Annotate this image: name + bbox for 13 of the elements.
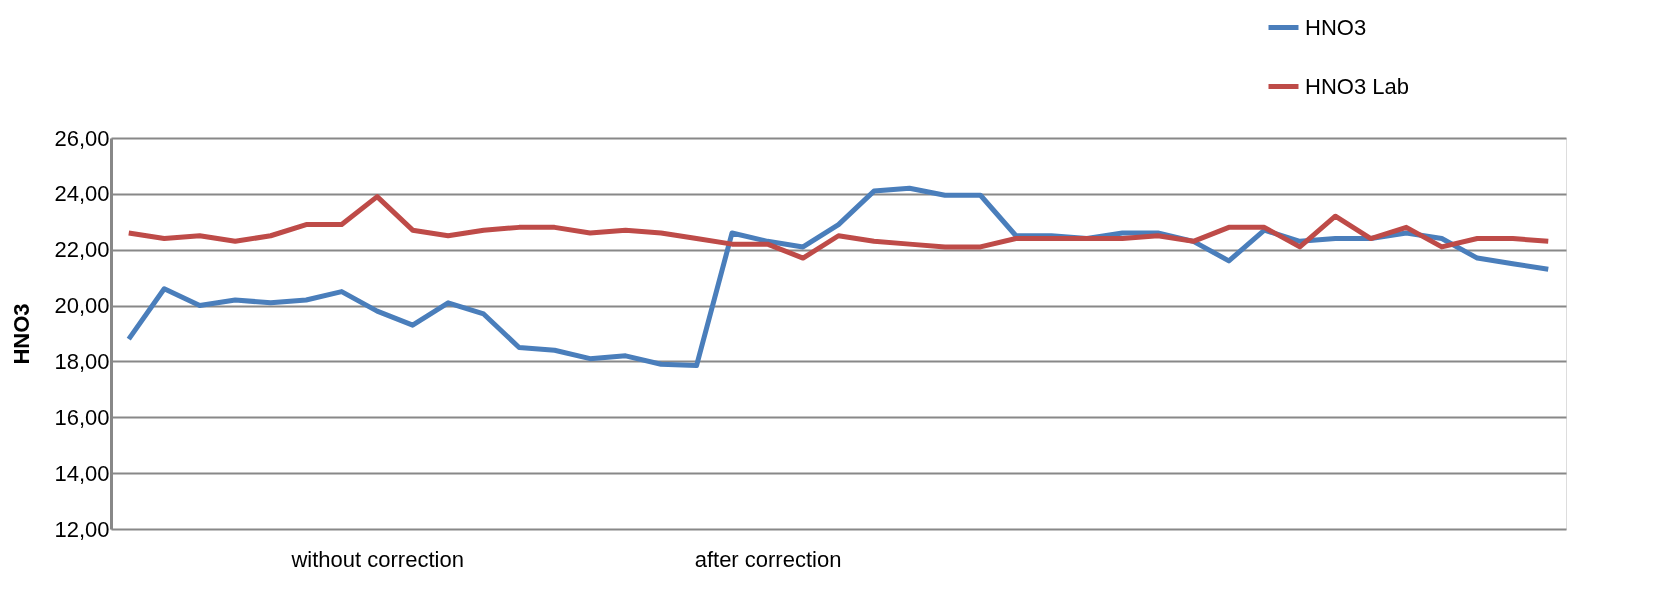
y-tick-label: 22,00 xyxy=(54,237,110,263)
y-axis-title: HNO3 xyxy=(9,303,35,365)
legend-label: HNO3 xyxy=(1305,14,1367,40)
y-tick-label: 18,00 xyxy=(54,348,110,374)
y-tick-label: 26,00 xyxy=(54,125,110,151)
y-tick-label: 14,00 xyxy=(54,460,110,486)
y-tick-label: 12,00 xyxy=(54,516,110,542)
y-tick-label: 20,00 xyxy=(54,293,110,319)
y-tick-label: 16,00 xyxy=(54,404,110,430)
legend-label: HNO3 Lab xyxy=(1305,73,1409,99)
x-tick-label: without correction xyxy=(290,546,464,572)
y-tick-label: 24,00 xyxy=(54,181,110,207)
x-tick-label: after correction xyxy=(694,546,842,572)
